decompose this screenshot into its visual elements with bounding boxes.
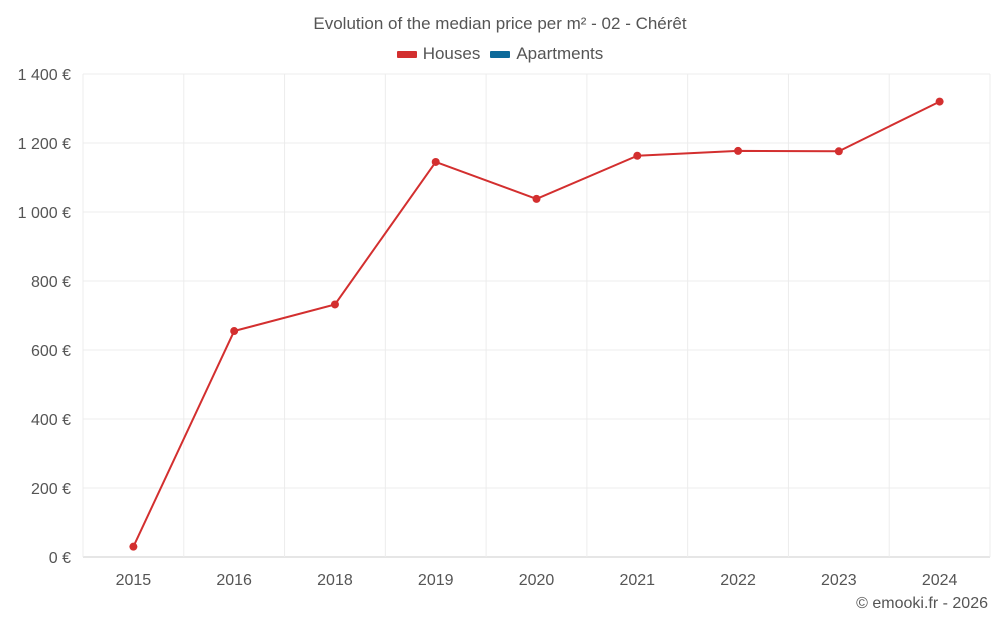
legend-item-apartments[interactable]: Apartments bbox=[490, 44, 603, 64]
data-point-houses bbox=[935, 97, 944, 106]
data-point-houses bbox=[633, 151, 642, 160]
y-tick-label: 0 € bbox=[49, 550, 71, 567]
chart-title: Evolution of the median price per m² - 0… bbox=[313, 14, 687, 33]
data-point-houses bbox=[834, 147, 843, 156]
x-tick-label: 2022 bbox=[720, 572, 756, 589]
series-line-houses bbox=[132, 100, 941, 548]
data-point-houses bbox=[230, 327, 239, 336]
y-tick-label: 1 400 € bbox=[18, 67, 71, 84]
y-tick-label: 200 € bbox=[31, 481, 71, 498]
data-point-houses bbox=[330, 300, 339, 309]
x-tick-label: 2016 bbox=[216, 572, 252, 589]
legend-label-houses: Houses bbox=[422, 44, 481, 63]
x-tick-label: 2015 bbox=[116, 572, 152, 589]
legend-swatch-apartments bbox=[490, 50, 511, 58]
y-tick-label: 1 000 € bbox=[18, 205, 71, 222]
x-tick-label: 2023 bbox=[821, 572, 857, 589]
y-tick-label: 600 € bbox=[31, 343, 71, 360]
x-tick-label: 2019 bbox=[418, 572, 454, 589]
x-tick-label: 2021 bbox=[619, 572, 655, 589]
data-point-houses bbox=[129, 542, 138, 551]
legend-label-apartments: Apartments bbox=[516, 44, 604, 63]
x-tick-label: 2024 bbox=[922, 572, 958, 589]
legend-item-houses[interactable]: Houses bbox=[396, 44, 481, 64]
data-point-houses bbox=[532, 194, 541, 203]
data-point-houses bbox=[431, 157, 440, 166]
y-tick-label: 800 € bbox=[31, 274, 71, 291]
x-tick-label: 2018 bbox=[317, 572, 353, 589]
y-tick-label: 1 200 € bbox=[18, 136, 71, 153]
legend: Houses Apartments bbox=[0, 44, 1000, 64]
y-tick-label: 400 € bbox=[31, 412, 71, 429]
x-tick-label: 2020 bbox=[519, 572, 555, 589]
data-point-houses bbox=[734, 146, 743, 155]
legend-swatch-houses bbox=[396, 50, 417, 58]
copyright-credit: © emooki.fr - 2026 bbox=[856, 595, 988, 612]
